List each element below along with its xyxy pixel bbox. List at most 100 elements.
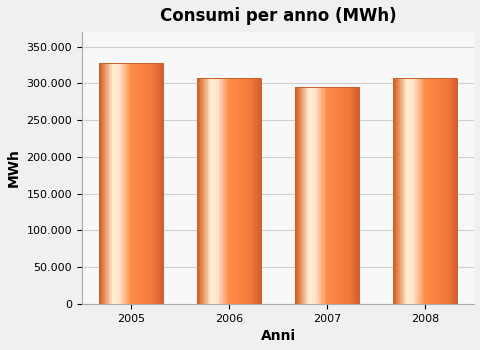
Bar	[448, 78, 449, 304]
Bar	[339, 87, 340, 304]
Bar	[323, 87, 324, 304]
Bar	[350, 87, 351, 304]
Bar	[204, 78, 205, 304]
Bar	[436, 78, 437, 304]
Bar	[295, 87, 296, 304]
Bar	[318, 87, 319, 304]
Bar	[434, 78, 435, 304]
Bar	[447, 78, 448, 304]
Bar	[238, 78, 239, 304]
Bar	[423, 78, 424, 304]
Bar	[449, 78, 450, 304]
Bar	[404, 78, 405, 304]
Bar	[338, 87, 339, 304]
Bar	[105, 63, 106, 304]
Bar	[129, 63, 130, 304]
Y-axis label: MWh: MWh	[7, 148, 21, 187]
Bar	[242, 78, 243, 304]
Bar	[154, 63, 155, 304]
Bar	[395, 78, 396, 304]
Bar	[159, 63, 160, 304]
Bar	[445, 78, 446, 304]
Bar	[453, 78, 454, 304]
Bar	[302, 87, 303, 304]
Bar	[108, 63, 109, 304]
Bar	[149, 63, 150, 304]
Bar	[302, 87, 303, 304]
Bar	[336, 87, 337, 304]
Bar	[144, 63, 145, 304]
Bar	[337, 87, 338, 304]
Bar	[296, 87, 297, 304]
Bar	[343, 87, 344, 304]
Bar	[217, 78, 218, 304]
Bar	[299, 87, 300, 304]
Bar	[351, 87, 352, 304]
Bar	[212, 78, 213, 304]
Bar	[241, 78, 242, 304]
Bar	[443, 78, 444, 304]
Bar	[237, 78, 238, 304]
Bar	[427, 78, 428, 304]
Bar	[348, 87, 349, 304]
Bar	[116, 63, 117, 304]
Bar	[152, 63, 153, 304]
Bar	[311, 87, 312, 304]
Bar	[411, 78, 412, 304]
Bar	[392, 78, 456, 304]
Bar	[440, 78, 441, 304]
Bar	[399, 78, 400, 304]
Bar	[344, 87, 345, 304]
Bar	[137, 63, 138, 304]
Bar	[321, 87, 322, 304]
Bar	[417, 78, 418, 304]
Bar	[234, 78, 235, 304]
Bar	[162, 63, 163, 304]
Bar	[225, 78, 227, 304]
Bar	[100, 63, 101, 304]
Bar	[410, 78, 411, 304]
Bar	[105, 63, 106, 304]
Bar	[432, 78, 433, 304]
Bar	[455, 78, 456, 304]
Bar	[319, 87, 320, 304]
Bar	[227, 78, 228, 304]
Bar	[121, 63, 122, 304]
Bar	[128, 63, 129, 304]
Bar	[146, 63, 147, 304]
Bar	[120, 63, 121, 304]
Bar	[317, 87, 318, 304]
Bar	[119, 63, 120, 304]
Bar	[399, 78, 400, 304]
Bar	[131, 63, 132, 304]
Bar	[114, 63, 115, 304]
Bar	[134, 63, 135, 304]
Bar	[326, 87, 327, 304]
Bar	[314, 87, 315, 304]
Bar	[341, 87, 342, 304]
Bar	[316, 87, 317, 304]
Bar	[155, 63, 156, 304]
Bar	[415, 78, 416, 304]
Bar	[345, 87, 346, 304]
Bar	[428, 78, 429, 304]
Bar	[300, 87, 301, 304]
Bar	[305, 87, 306, 304]
Bar	[245, 78, 246, 304]
Bar	[126, 63, 127, 304]
Bar	[107, 63, 108, 304]
Bar	[357, 87, 359, 304]
Bar	[409, 78, 410, 304]
Bar	[259, 78, 260, 304]
Bar	[236, 78, 237, 304]
Bar	[248, 78, 249, 304]
Bar	[255, 78, 256, 304]
Bar	[219, 78, 220, 304]
Bar	[424, 78, 425, 304]
Bar	[229, 78, 230, 304]
Bar	[247, 78, 248, 304]
Bar	[297, 87, 298, 304]
Bar	[135, 63, 136, 304]
Bar	[252, 78, 253, 304]
Bar	[157, 63, 158, 304]
